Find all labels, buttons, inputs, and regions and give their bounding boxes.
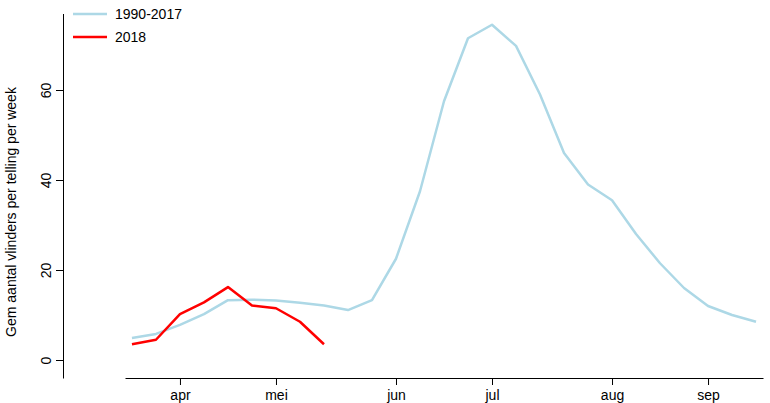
series-line	[132, 287, 324, 344]
x-axis-line	[126, 378, 764, 379]
y-tick-label: 0	[38, 356, 54, 364]
y-tick: 60	[38, 83, 63, 99]
legend-label: 2018	[115, 29, 146, 45]
x-tick: sep	[697, 378, 720, 403]
y-tick: 20	[38, 263, 63, 279]
legend-item: 1990-2017	[73, 6, 182, 22]
y-tick-mark	[56, 360, 63, 361]
legend-swatch	[73, 36, 107, 39]
y-tick-label: 20	[38, 263, 54, 279]
y-tick: 40	[38, 173, 63, 189]
legend-swatch	[73, 13, 107, 16]
x-tick: aug	[601, 378, 624, 403]
plot-area	[132, 25, 756, 345]
legend: 1990-2017 2018	[73, 6, 182, 45]
legend-label: 1990-2017	[115, 6, 182, 22]
x-tick: apr	[170, 378, 191, 403]
y-tick: 0	[38, 356, 63, 364]
y-tick-mark	[56, 90, 63, 91]
y-axis-title: Gem aantal vlinders per telling per week	[3, 86, 19, 337]
y-tick-mark	[56, 180, 63, 181]
x-tick: jul	[484, 378, 499, 403]
x-tick-mark	[396, 378, 397, 385]
x-tick-mark	[276, 378, 277, 385]
y-tick-label: 60	[38, 83, 54, 99]
y-tick-mark	[56, 270, 63, 271]
x-tick-mark	[612, 378, 613, 385]
x-tick: jun	[386, 378, 406, 403]
x-axis: apr mei jun jul aug sep	[126, 378, 764, 403]
y-tick-label: 40	[38, 173, 54, 189]
x-tick-label: aug	[601, 387, 624, 403]
x-tick-mark	[492, 378, 493, 385]
x-tick-mark	[180, 378, 181, 385]
series-line	[132, 25, 756, 338]
x-tick-label: jul	[484, 387, 499, 403]
x-tick-label: jun	[386, 387, 406, 403]
x-tick: mei	[265, 378, 288, 403]
y-axis-line	[63, 14, 64, 379]
y-axis: 0 20 40 60	[38, 14, 64, 379]
x-tick-mark	[708, 378, 709, 385]
x-tick-label: sep	[697, 387, 720, 403]
x-tick-label: apr	[170, 387, 191, 403]
legend-item: 2018	[73, 29, 146, 45]
chart: 0 20 40 60 apr mei jun jul aug sep Gem aantal vlin…	[0, 0, 770, 403]
x-tick-label: mei	[265, 387, 288, 403]
